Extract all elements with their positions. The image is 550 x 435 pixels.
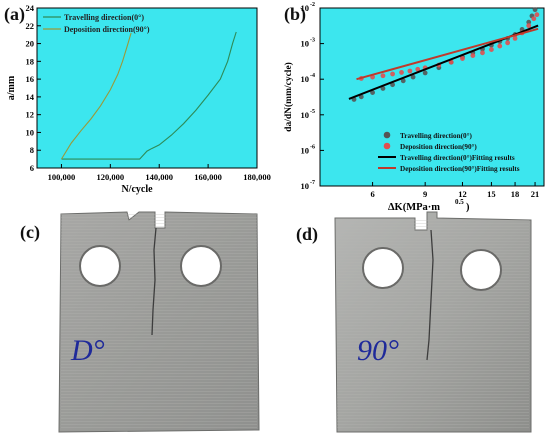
hole-right [460,249,502,291]
fit-line-3 [356,27,539,81]
y-tick-label: 10 [301,39,310,49]
data-point [390,71,395,77]
legend-label-1: Deposition direction(90°) [64,25,150,34]
crack-line [151,227,157,336]
panel-label-b: (b) [284,4,306,24]
x-tick-label: 100,000 [48,172,76,182]
y-axis-label: a/mm [6,75,17,100]
legend-swatch-0 [383,131,391,139]
x-tick-label: 9 [423,189,427,199]
data-point [422,70,428,76]
y-tick-label: 8 [30,145,34,155]
data-point [512,35,518,41]
x-tick-label: 18 [511,189,519,199]
y-tick-label: 18 [26,56,35,66]
marking-90deg: 90° [357,334,399,367]
x-axis-label-end: ) [466,202,470,213]
marking-0deg: D° [70,334,105,367]
data-point [497,43,503,49]
x-axis-label: N/cycle [121,184,153,195]
y-tick-label: 10 [301,3,310,13]
y-tick-label: 20 [26,39,35,49]
y-tick-label: 22 [26,21,35,31]
y-tick-label: 24 [26,3,35,13]
x-tick-label: 120,000 [97,172,125,182]
y-tick-label: 12 [26,110,35,120]
series-line-0 [61,31,237,160]
data-point [400,78,406,84]
x-tick-label: 6 [370,189,374,199]
x-axis-label: ΔK(MPa·m [388,202,440,213]
y-tick-exponent: -6 [310,144,315,150]
series-line-1 [60,32,132,160]
data-point [399,70,404,75]
y-tick-label: 6 [30,163,34,173]
data-point [460,56,465,61]
y-tick-exponent: -7 [310,180,315,186]
chart-a: 100,000 120,000 140,000 160,000 180,000 6 8 10 1… [6,3,271,195]
data-point [531,16,537,22]
data-point [470,53,476,59]
data-point [489,47,494,52]
legend-label-2: Travelling direction(0°)Fitting results [400,154,515,162]
data-point [505,40,511,46]
panel-label-a: (a) [4,4,25,24]
data-point [370,90,375,96]
legend-label-0: Travelling direction(0°) [64,13,144,22]
y-tick-label: 10 [301,74,310,84]
data-point [448,59,454,65]
data-point [407,68,413,74]
specimen-photo-0deg: D° [58,211,260,433]
data-point [534,12,540,18]
y-tick-exponent: -4 [310,73,315,79]
y-tick-exponent: -2 [310,2,315,8]
y-tick-label: 10 [301,145,310,155]
hole-left [362,247,404,289]
data-point [415,66,421,72]
data-point [410,74,416,80]
x-axis-label-sup: 0.5 [455,198,464,206]
y-tick-exponent: -3 [310,38,315,44]
y-tick-label: 10 [301,181,310,191]
y-axis-label: da/dN(mm/cycle) [283,62,294,132]
data-point [526,19,532,25]
legend-swatch-1 [383,142,391,150]
y-tick-exponent: -5 [310,109,315,115]
hole-left [79,245,121,287]
x-tick-label: 15 [487,189,496,199]
data-point [526,23,532,29]
y-tick-label: 10 [26,127,35,137]
x-tick-label: 160,000 [194,172,222,182]
plot-area [36,7,258,169]
legend-label-1: Deposition direction(90°) [400,143,477,151]
data-point [380,73,386,79]
y-tick-label: 14 [26,92,35,102]
legend-label-3: Deposition direction(90°)Fitting results [400,165,520,173]
crack-line [426,229,434,361]
y-tick-label: 10 [301,110,310,120]
panel-label-d: (d) [296,224,318,244]
x-tick-label: 21 [531,189,540,199]
y-tick-label: 16 [26,74,35,84]
legend-label-0: Travelling direction(0°) [400,132,472,140]
data-point [532,7,538,13]
hole-right [180,245,222,287]
x-tick-label: 140,000 [145,172,173,182]
x-tick-label: 180,000 [243,172,271,182]
x-tick-label: 12 [458,189,467,199]
panel-label-c: (c) [20,222,40,242]
data-point [380,86,386,91]
data-point [480,50,485,56]
specimen-photo-90deg: 90° [334,211,532,433]
